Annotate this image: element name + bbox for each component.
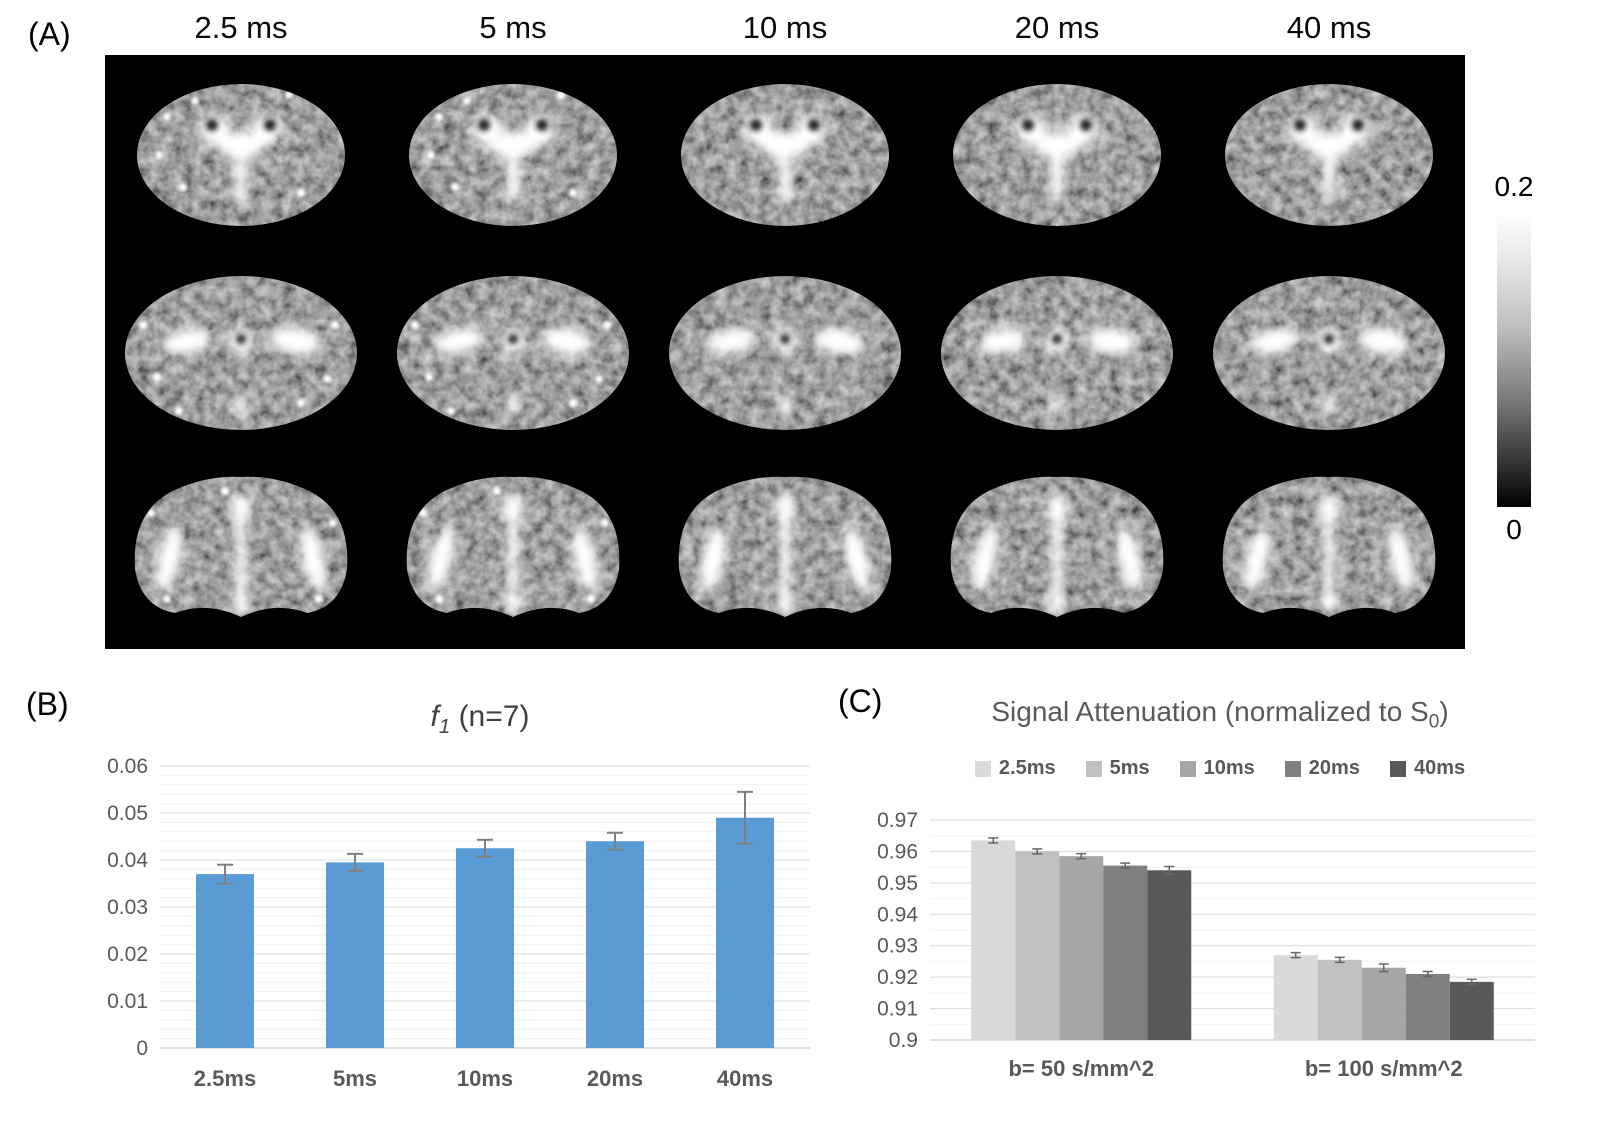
bar-20ms bbox=[586, 841, 644, 1048]
bar-2.5ms-group2 bbox=[1273, 955, 1318, 1040]
y-tick-label: 0.04 bbox=[107, 849, 148, 872]
mri-slice-r1-c4 bbox=[953, 84, 1161, 226]
x-category-label: 40ms bbox=[717, 1066, 773, 1091]
mri-column-header: 10 ms bbox=[742, 10, 828, 45]
y-tick-label: 0.93 bbox=[877, 935, 918, 958]
x-category-label: b= 100 s/mm^2 bbox=[1305, 1056, 1463, 1081]
y-tick-label: 0.92 bbox=[877, 966, 918, 989]
panel-a-label: (A) bbox=[28, 16, 71, 52]
colorbar-min-label: 0 bbox=[1506, 513, 1522, 545]
legend-item: 5ms bbox=[1085, 757, 1150, 780]
y-tick-label: 0.97 bbox=[877, 809, 918, 832]
y-tick-label: 0.01 bbox=[107, 990, 148, 1013]
mri-slice-r2-c5 bbox=[1213, 276, 1445, 430]
x-category-label: b= 50 s/mm^2 bbox=[1008, 1056, 1154, 1081]
bar-2.5ms-group1 bbox=[971, 840, 1016, 1040]
bar-5ms bbox=[326, 862, 384, 1048]
chart-c-title-end: ) bbox=[1439, 696, 1449, 727]
legend-label: 2.5ms bbox=[998, 757, 1056, 779]
y-tick-label: 0.96 bbox=[877, 840, 918, 863]
mri-slice-r2-c3 bbox=[669, 276, 901, 430]
bar-5ms-group2 bbox=[1317, 959, 1362, 1040]
mri-image-grid bbox=[105, 55, 1465, 649]
legend-item: 20ms bbox=[1284, 757, 1360, 780]
panel-c-label: (C) bbox=[838, 683, 883, 719]
mri-slice-r1-c3 bbox=[681, 84, 889, 226]
bar-40ms-group2 bbox=[1449, 981, 1494, 1040]
y-tick-label: 0.03 bbox=[107, 896, 148, 919]
y-tick-label: 0.9 bbox=[889, 1029, 918, 1052]
chart-c: 0.9 0.91 0.92 0.93 0.94 0.95 0.96 0.97 b= 50 s/m… bbox=[877, 809, 1535, 1081]
bar-5ms-group1 bbox=[1015, 851, 1060, 1040]
chart-b-title-f: f bbox=[430, 700, 439, 733]
legend-label: 5ms bbox=[1109, 757, 1150, 779]
mri-slice-r1-c5 bbox=[1225, 84, 1433, 226]
chart-b-title-sub: 1 bbox=[438, 716, 451, 738]
bar-20ms-group1 bbox=[1103, 865, 1148, 1040]
x-category-label: 2.5ms bbox=[194, 1066, 256, 1091]
bar-10ms-group1 bbox=[1059, 856, 1104, 1040]
panel-a-column-headers: 2.5 ms 5 ms 10 ms 20 ms 40 ms bbox=[105, 10, 1465, 46]
legend-swatch bbox=[1284, 760, 1301, 777]
legend-label: 10ms bbox=[1203, 757, 1255, 779]
legend-item: 10ms bbox=[1179, 757, 1255, 780]
chart-b-title: f1 (n=7) bbox=[150, 700, 810, 739]
colorbar: 0.2 0 bbox=[1484, 171, 1544, 546]
chart-b: 0 0.01 0.02 0.03 0.04 0.05 0.06 2.5ms 5ms 10ms 20m… bbox=[107, 755, 810, 1091]
chart-b-title-rest: (n=7) bbox=[450, 700, 530, 733]
mri-slice-r2-c4 bbox=[941, 276, 1173, 430]
chart-c-title-main: Signal Attenuation (normalized to S bbox=[991, 696, 1429, 727]
x-category-label: 20ms bbox=[587, 1066, 643, 1091]
mri-column-header: 2.5 ms bbox=[194, 10, 288, 45]
y-tick-label: 0.91 bbox=[877, 998, 918, 1021]
legend-swatch bbox=[1085, 760, 1102, 777]
panel-b-label: (B) bbox=[26, 686, 69, 722]
legend-label: 40ms bbox=[1413, 757, 1466, 779]
mri-slice-r3-c4 bbox=[950, 476, 1164, 617]
y-tick-label: 0.94 bbox=[877, 903, 918, 926]
bar-40ms-group1 bbox=[1147, 870, 1192, 1040]
mri-slice-r1-c1 bbox=[137, 84, 345, 226]
y-tick-label: 0.95 bbox=[877, 872, 918, 895]
chart-c-legend: 2.5ms 5ms 10ms 20ms 40ms bbox=[900, 757, 1540, 780]
x-category-label: 10ms bbox=[457, 1066, 513, 1091]
y-tick-label: 0.02 bbox=[107, 943, 148, 966]
mri-slice-r1-c2 bbox=[409, 84, 617, 226]
x-category-label: 5ms bbox=[333, 1066, 377, 1091]
colorbar-max-label: 0.2 bbox=[1494, 171, 1534, 202]
legend-item: 2.5ms bbox=[974, 757, 1056, 780]
bar-2.5ms bbox=[196, 874, 254, 1048]
mri-column-header: 5 ms bbox=[479, 10, 547, 45]
colorbar-gradient bbox=[1497, 210, 1531, 507]
legend-item: 40ms bbox=[1389, 757, 1466, 780]
mri-slice-r3-c1 bbox=[134, 476, 348, 617]
mri-slice-r3-c2 bbox=[406, 476, 620, 617]
legend-swatch bbox=[974, 760, 991, 777]
bar-10ms bbox=[456, 848, 514, 1048]
y-tick-label: 0.05 bbox=[107, 802, 148, 825]
mri-slice-r3-c5 bbox=[1222, 476, 1436, 617]
bar-40ms bbox=[716, 817, 774, 1048]
mri-column-header: 20 ms bbox=[1014, 10, 1100, 45]
bar-10ms-group2 bbox=[1361, 967, 1406, 1040]
legend-swatch bbox=[1389, 760, 1406, 777]
mri-column-header: 40 ms bbox=[1286, 10, 1372, 45]
mri-slice-r3-c3 bbox=[678, 476, 892, 617]
mri-slice-r2-c2 bbox=[397, 276, 629, 430]
y-tick-label: 0 bbox=[136, 1037, 148, 1060]
bar-20ms-group2 bbox=[1405, 974, 1450, 1040]
chart-c-title-sub: 0 bbox=[1428, 711, 1440, 733]
legend-swatch bbox=[1179, 760, 1196, 777]
mri-slice-r2-c1 bbox=[125, 276, 357, 430]
legend-label: 20ms bbox=[1308, 757, 1360, 779]
y-tick-label: 0.06 bbox=[107, 755, 148, 778]
chart-c-title: Signal Attenuation (normalized to S0) bbox=[880, 696, 1560, 734]
